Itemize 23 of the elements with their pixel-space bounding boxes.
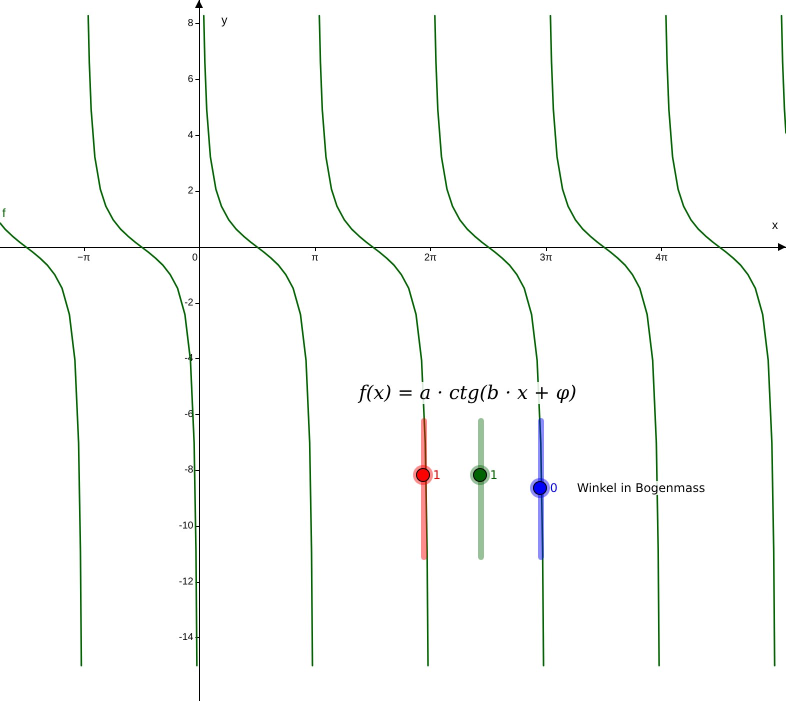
x-tick-label: 0 — [192, 252, 198, 264]
y-tick-label: -8 — [184, 464, 194, 476]
x-tick-label: π — [311, 252, 318, 264]
x-tick-label: −π — [77, 252, 90, 264]
y-tick-label: 6 — [188, 74, 194, 86]
annotation: 1 — [489, 468, 499, 482]
annotation: Winkel in Bogenmass — [576, 481, 706, 495]
y-tick-label: 8 — [188, 18, 194, 30]
annotation: 1 — [432, 468, 442, 482]
x-tick-label: 3π — [540, 252, 552, 264]
x-axis-title: x — [772, 218, 778, 232]
y-tick-label: -2 — [184, 297, 194, 308]
series-label: f — [2, 206, 6, 220]
y-tick-label: -12 — [178, 576, 194, 588]
x-tick-label: 4π — [655, 252, 668, 264]
y-tick-label: -14 — [178, 632, 194, 644]
y-tick-label: -10 — [178, 520, 194, 532]
y-tick-label: 2 — [188, 186, 194, 197]
annotation: 0 — [549, 481, 559, 495]
y-tick-label: 4 — [188, 130, 194, 141]
annotation: f(x) = a · ctg(b · x + φ) — [358, 382, 578, 404]
x-tick-label: 2π — [424, 252, 437, 264]
y-axis-title: y — [221, 13, 228, 27]
